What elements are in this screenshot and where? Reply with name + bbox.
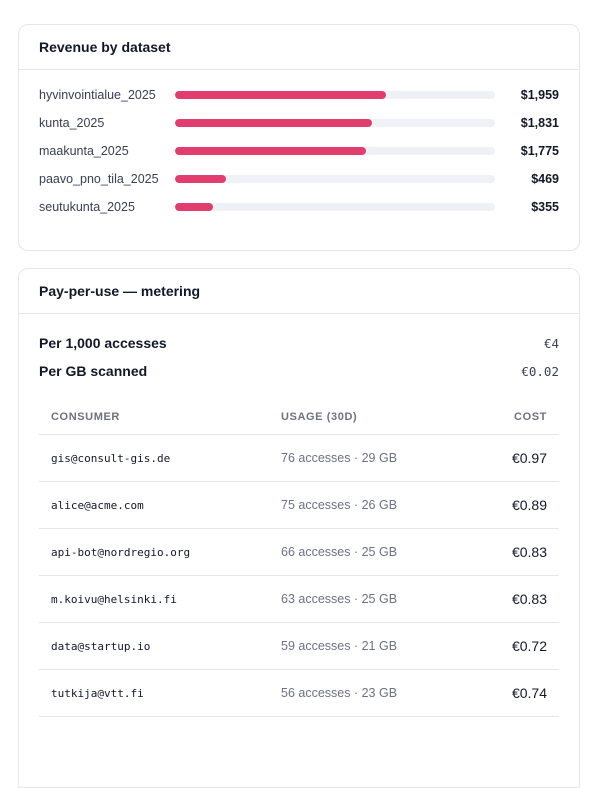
revenue-bar-fill (175, 175, 226, 183)
cost-value: €0.72 (511, 638, 547, 654)
column-header-consumer[interactable]: CONSUMER (51, 410, 120, 423)
consumer-email: alice@acme.com (51, 498, 144, 512)
cost-value: €0.83 (511, 591, 547, 607)
usage-text: 56 accesses · 23 GB (281, 686, 398, 700)
consumer-usage-table: CONSUMER USAGE (30D) COST gis@consult-gi… (39, 399, 559, 717)
revenue-bar-fill (175, 119, 373, 127)
usage-text: 76 accesses · 29 GB (281, 451, 398, 465)
usage-text: 75 accesses · 26 GB (281, 498, 398, 512)
consumer-email: tutkija@vtt.fi (51, 686, 144, 700)
revenue-row: kunta_2025 $1,831 (39, 109, 559, 137)
revenue-value: $1,775 (520, 144, 559, 158)
cost-value: €0.74 (511, 685, 547, 701)
revenue-bar-track (175, 119, 495, 127)
revenue-row: seutukunta_2025 $355 (39, 193, 559, 221)
price-value: €4 (543, 335, 559, 351)
table-header: CONSUMER USAGE (30D) COST (39, 399, 559, 435)
usage-text: 63 accesses · 25 GB (281, 592, 398, 606)
table-row[interactable]: m.koivu@helsinki.fi 63 accesses · 25 GB … (39, 576, 559, 623)
table-row[interactable]: alice@acme.com 75 accesses · 26 GB €0.89 (39, 482, 559, 529)
metering-card: Pay-per-use — metering Per 1,000 accesse… (18, 268, 580, 788)
table-row[interactable]: tutkija@vtt.fi 56 accesses · 23 GB €0.74 (39, 670, 559, 717)
revenue-value: $355 (531, 200, 559, 214)
table-row[interactable]: gis@consult-gis.de 76 accesses · 29 GB €… (39, 435, 559, 482)
cost-value: €0.97 (511, 450, 547, 466)
table-row[interactable]: data@startup.io 59 accesses · 21 GB €0.7… (39, 623, 559, 670)
usage-text: 59 accesses · 21 GB (281, 639, 398, 653)
column-header-usage[interactable]: USAGE (30D) (281, 410, 358, 423)
column-header-cost[interactable]: COST (514, 410, 547, 423)
revenue-bar-fill (175, 203, 214, 211)
dataset-label: maakunta_2025 (39, 144, 129, 158)
revenue-value: $469 (531, 172, 559, 186)
price-row-gb: Per GB scanned €0.02 (39, 359, 559, 383)
consumer-email: api-bot@nordregio.org (51, 545, 191, 559)
revenue-bar-fill (175, 91, 387, 99)
consumer-email: m.koivu@helsinki.fi (51, 592, 177, 606)
dataset-label: paavo_pno_tila_2025 (39, 172, 159, 186)
revenue-by-dataset-card: Revenue by dataset hyvinvointialue_2025 … (18, 24, 580, 251)
revenue-value: $1,959 (520, 88, 559, 102)
dataset-label: kunta_2025 (39, 116, 105, 130)
price-value: €0.02 (521, 363, 559, 379)
revenue-list: hyvinvointialue_2025 $1,959 kunta_2025 $… (39, 81, 559, 221)
dataset-label: seutukunta_2025 (39, 200, 135, 214)
consumer-email: data@startup.io (51, 639, 151, 653)
revenue-bar-track (175, 175, 495, 183)
table-row[interactable]: api-bot@nordregio.org 66 accesses · 25 G… (39, 529, 559, 576)
revenue-row: hyvinvointialue_2025 $1,959 (39, 81, 559, 109)
price-label: Per GB scanned (39, 363, 148, 379)
metering-card-title: Pay-per-use — metering (19, 269, 579, 314)
revenue-value: $1,831 (520, 116, 559, 130)
revenue-bar-track (175, 203, 495, 211)
cost-value: €0.89 (511, 497, 547, 513)
revenue-row: maakunta_2025 $1,775 (39, 137, 559, 165)
revenue-bar-fill (175, 147, 367, 155)
cost-value: €0.83 (511, 544, 547, 560)
revenue-card-title: Revenue by dataset (19, 25, 579, 70)
dataset-label: hyvinvointialue_2025 (39, 88, 156, 102)
price-row-accesses: Per 1,000 accesses €4 (39, 331, 559, 355)
revenue-bar-track (175, 147, 495, 155)
price-label: Per 1,000 accesses (39, 335, 167, 351)
consumer-email: gis@consult-gis.de (51, 451, 171, 465)
revenue-bar-track (175, 91, 495, 99)
revenue-row: paavo_pno_tila_2025 $469 (39, 165, 559, 193)
usage-text: 66 accesses · 25 GB (281, 545, 398, 559)
